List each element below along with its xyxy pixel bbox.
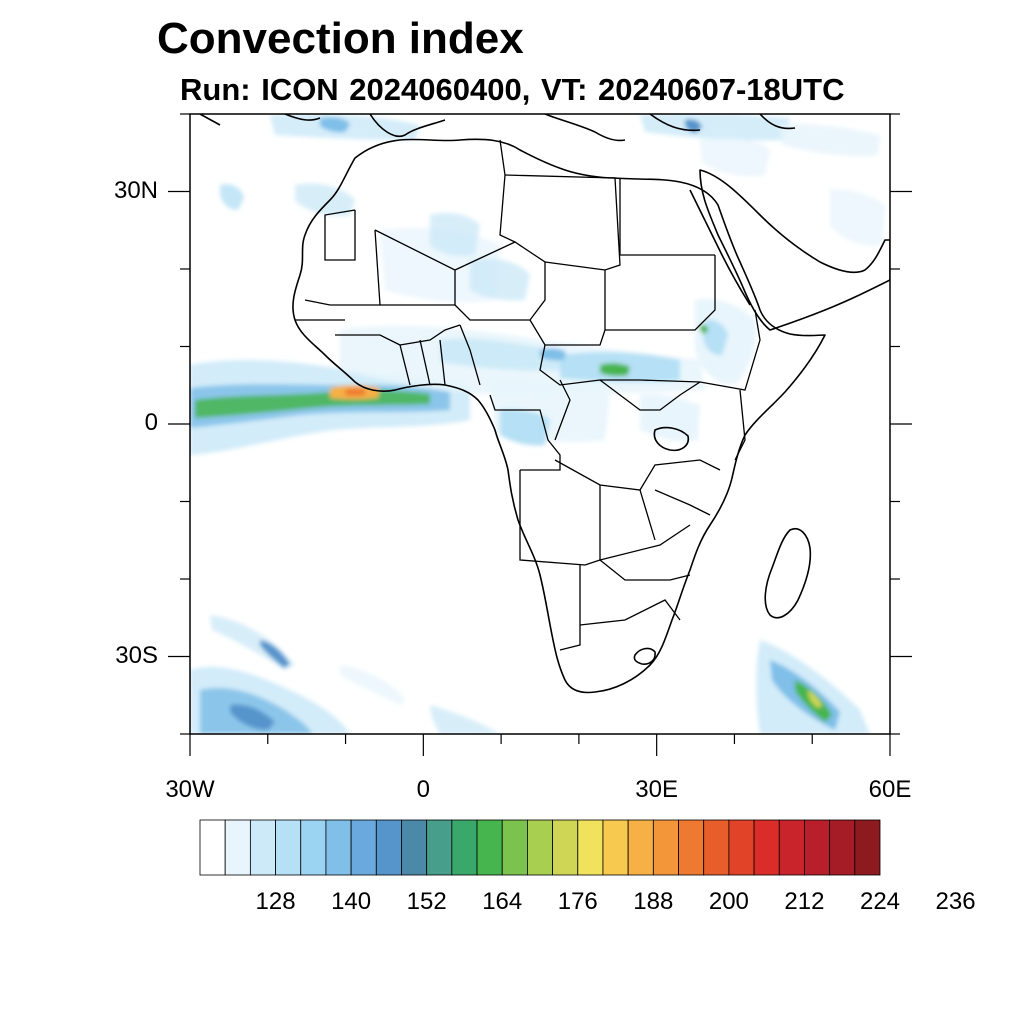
colorbar-swatch bbox=[325, 819, 352, 876]
colorbar-label: 164 bbox=[482, 888, 523, 915]
colorbar-swatch bbox=[501, 819, 528, 876]
colorbar-swatch bbox=[804, 819, 831, 876]
colorbar-swatch bbox=[778, 819, 805, 876]
colorbar-label: 176 bbox=[557, 888, 598, 915]
colorbar-label: 224 bbox=[859, 888, 901, 915]
colorbar-swatch bbox=[275, 819, 302, 876]
colorbar-swatch bbox=[728, 819, 755, 876]
country-borders bbox=[295, 139, 761, 651]
axis-ticks bbox=[168, 113, 912, 756]
lat-label: 30S bbox=[115, 641, 158, 669]
colorbar-swatch bbox=[753, 819, 780, 876]
colorbar-label: 152 bbox=[406, 888, 447, 915]
colorbar-label: 236 bbox=[935, 888, 976, 915]
colorbar-swatch bbox=[703, 819, 730, 876]
coastlines bbox=[199, 114, 890, 694]
colorbar-swatch bbox=[552, 819, 579, 876]
colorbar-label: 188 bbox=[633, 888, 674, 915]
colorbar-swatch bbox=[602, 819, 629, 876]
colorbar-swatch bbox=[401, 819, 428, 876]
colorbar-label: 212 bbox=[784, 888, 825, 915]
colorbar-swatch bbox=[577, 819, 604, 876]
colorbar bbox=[199, 819, 881, 876]
colorbar-swatch bbox=[375, 819, 402, 876]
lat-label: 0 bbox=[144, 409, 158, 436]
colorbar-swatch bbox=[652, 819, 679, 876]
map-subtitle: Run: ICON 2024060400, VT: 20240607-18UTC bbox=[180, 72, 845, 107]
colorbar-swatch bbox=[224, 819, 251, 876]
colorbar-swatch bbox=[300, 819, 327, 876]
colorbar-swatch bbox=[854, 819, 881, 876]
convection-field bbox=[190, 114, 885, 734]
lat-label: 30N bbox=[113, 176, 158, 204]
colorbar-swatch bbox=[476, 819, 503, 876]
colorbar-swatch bbox=[350, 819, 377, 876]
colorbar-swatch bbox=[627, 819, 654, 876]
lon-label: 30E bbox=[635, 776, 678, 803]
lon-label: 30W bbox=[165, 776, 215, 803]
lon-label: 0 bbox=[416, 776, 430, 803]
colorbar-swatch bbox=[426, 819, 453, 876]
lon-label: 60E bbox=[868, 776, 912, 803]
colorbar-swatch bbox=[199, 819, 226, 876]
colorbar-swatch bbox=[451, 819, 478, 876]
colorbar-swatch bbox=[678, 819, 705, 876]
colorbar-swatch bbox=[527, 819, 553, 876]
colorbar-label: 200 bbox=[708, 888, 749, 915]
colorbar-swatch bbox=[249, 819, 276, 876]
map-title: Convection index bbox=[157, 14, 524, 63]
colorbar-swatch bbox=[829, 819, 856, 876]
colorbar-label: 140 bbox=[331, 888, 372, 915]
colorbar-label: 128 bbox=[255, 888, 296, 915]
